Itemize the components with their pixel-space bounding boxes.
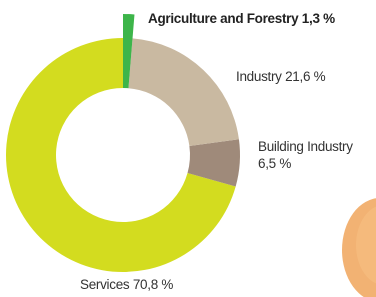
- value-label: 6,5 %: [258, 156, 291, 171]
- slice-label: Agriculture and Forestry 1,3 %: [148, 10, 335, 27]
- slice-label: Industry 21,6 %: [236, 68, 325, 85]
- category-label: Industry: [236, 69, 282, 84]
- value-label: 21,6 %: [285, 69, 325, 84]
- category-label: Services: [80, 277, 129, 292]
- donut-slice: [128, 38, 238, 146]
- category-label: Agriculture and Forestry: [148, 11, 298, 26]
- page: (() => { const data = JSON.parse(documen…: [0, 0, 376, 297]
- slice-label: Building Industry 6,5 %: [258, 138, 358, 172]
- value-label: 70,8 %: [133, 277, 173, 292]
- category-label: Building Industry: [258, 139, 353, 154]
- decoration: [342, 198, 376, 297]
- value-label: 1,3 %: [302, 11, 335, 26]
- slice-label: Services 70,8 %: [80, 276, 173, 293]
